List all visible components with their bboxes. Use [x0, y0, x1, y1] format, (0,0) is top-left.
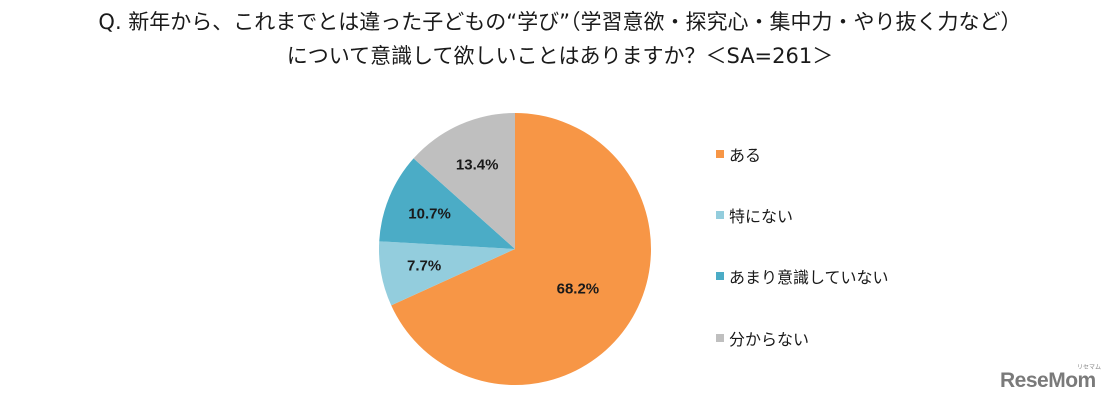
legend-swatch-icon: [716, 150, 724, 158]
chart-title-line1: Q. 新年から、これまでとは違った子どもの“学び”（学習意欲・探究心・集中力・や…: [98, 10, 1022, 34]
legend-item-aru: ある: [716, 142, 761, 166]
resemom-logo-sub: リセマム: [1077, 364, 1102, 371]
legend-item-wakaranai: 分からない: [716, 326, 809, 350]
slice-value-label: 68.2%: [556, 280, 600, 298]
legend-label: あまり意識していない: [729, 268, 889, 287]
legend-swatch-icon: [716, 334, 724, 342]
legend-label: ある: [729, 146, 762, 165]
pie-slice-0: [391, 113, 651, 385]
legend-item-amari-ishiki-shiteinai: あまり意識していない: [716, 264, 889, 288]
slice-value-label: 10.7%: [408, 205, 451, 223]
pie-slice-1: [379, 241, 515, 306]
legend-label: 特にない: [729, 207, 794, 226]
chart-title-line2: について意識して欲しいことはありますか？＜SA=261＞: [286, 44, 834, 68]
resemom-logo: ReseMom: [1000, 369, 1096, 392]
slice-value-label: 13.4%: [455, 156, 499, 174]
legend-swatch-icon: [716, 211, 724, 219]
legend-item-tokuni-nai: 特にない: [716, 203, 793, 227]
legend-label: 分からない: [729, 330, 810, 349]
legend-swatch-icon: [716, 272, 724, 280]
pie-slice-2: [379, 158, 515, 249]
pie-slice-3: [413, 113, 515, 249]
slice-value-label: 7.7%: [406, 257, 442, 275]
